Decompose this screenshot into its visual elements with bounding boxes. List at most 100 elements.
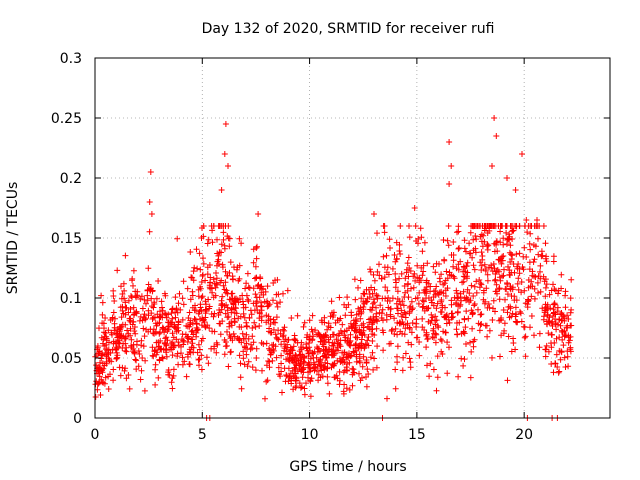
data-point	[358, 345, 365, 352]
data-point	[464, 275, 470, 282]
data-point	[406, 355, 413, 362]
data-point	[329, 314, 336, 320]
data-point	[555, 287, 562, 294]
data-point	[457, 294, 464, 301]
data-point	[381, 223, 388, 229]
data-point	[117, 372, 124, 379]
data-point	[508, 251, 515, 258]
data-point	[453, 326, 460, 333]
data-point	[222, 343, 229, 350]
data-point	[380, 253, 387, 260]
data-point	[391, 315, 398, 322]
data-point	[498, 260, 505, 267]
data-point	[154, 311, 161, 318]
data-point	[553, 351, 560, 358]
data-point	[326, 390, 333, 397]
data-point	[501, 320, 508, 327]
data-point	[105, 355, 112, 362]
data-point	[190, 344, 197, 351]
data-point	[371, 277, 378, 284]
data-point	[309, 312, 316, 319]
data-point	[404, 260, 411, 267]
data-point	[277, 299, 284, 306]
data-point	[243, 351, 250, 358]
data-point	[157, 345, 164, 352]
data-point	[426, 373, 433, 380]
data-point	[224, 272, 230, 279]
x-tick-label: 5	[198, 427, 207, 443]
data-point	[454, 309, 461, 316]
data-point	[460, 329, 467, 336]
data-point	[516, 250, 523, 257]
data-point	[252, 291, 259, 298]
data-point	[413, 238, 420, 244]
data-point	[446, 181, 453, 187]
data-point	[200, 233, 207, 240]
data-point	[228, 322, 235, 329]
data-point	[471, 283, 478, 290]
data-point	[370, 366, 377, 373]
data-point	[363, 357, 370, 363]
data-point	[531, 223, 538, 229]
data-point	[202, 324, 209, 331]
data-point	[508, 256, 515, 262]
data-point	[237, 313, 244, 320]
data-point	[362, 341, 369, 348]
data-point	[394, 343, 401, 350]
data-point	[543, 253, 550, 260]
data-point	[122, 333, 129, 340]
data-point	[419, 315, 426, 322]
data-point	[263, 378, 270, 385]
data-point	[334, 344, 341, 351]
data-point	[453, 265, 460, 272]
data-point	[341, 332, 348, 339]
data-point	[168, 310, 175, 317]
data-point	[454, 331, 461, 338]
data-point	[273, 314, 280, 321]
data-point	[263, 298, 270, 305]
data-point	[190, 268, 197, 275]
data-point	[470, 236, 477, 243]
data-point	[412, 295, 419, 302]
x-tick-label: 15	[408, 427, 426, 443]
data-point	[394, 288, 401, 295]
data-point	[469, 311, 476, 318]
data-point	[526, 240, 533, 247]
data-point	[100, 336, 107, 343]
data-point	[482, 298, 489, 305]
data-point	[430, 366, 437, 373]
data-point	[101, 325, 107, 332]
data-point	[195, 310, 202, 317]
data-point	[461, 245, 468, 252]
data-point	[424, 260, 431, 267]
data-point	[273, 300, 280, 307]
data-point	[260, 286, 267, 293]
data-point	[214, 236, 220, 243]
data-point	[450, 239, 457, 245]
data-point	[369, 331, 376, 337]
data-point	[399, 298, 406, 305]
data-point	[550, 369, 557, 376]
data-point	[118, 314, 125, 321]
data-point	[123, 344, 130, 351]
data-point	[236, 262, 243, 269]
data-point	[561, 333, 568, 340]
data-point	[163, 353, 170, 360]
data-point	[402, 275, 409, 282]
data-point	[254, 243, 260, 250]
data-point	[565, 332, 572, 339]
data-point	[371, 211, 377, 217]
data-point	[558, 327, 565, 334]
data-point	[409, 320, 416, 326]
data-point	[512, 346, 519, 353]
data-point	[442, 329, 449, 336]
data-point	[342, 312, 349, 319]
data-point	[122, 311, 129, 318]
data-point	[272, 331, 279, 338]
data-point	[109, 315, 116, 322]
data-point	[398, 307, 405, 314]
data-point	[159, 307, 166, 314]
data-point	[112, 346, 119, 353]
data-point	[102, 315, 109, 321]
data-point	[98, 376, 105, 383]
